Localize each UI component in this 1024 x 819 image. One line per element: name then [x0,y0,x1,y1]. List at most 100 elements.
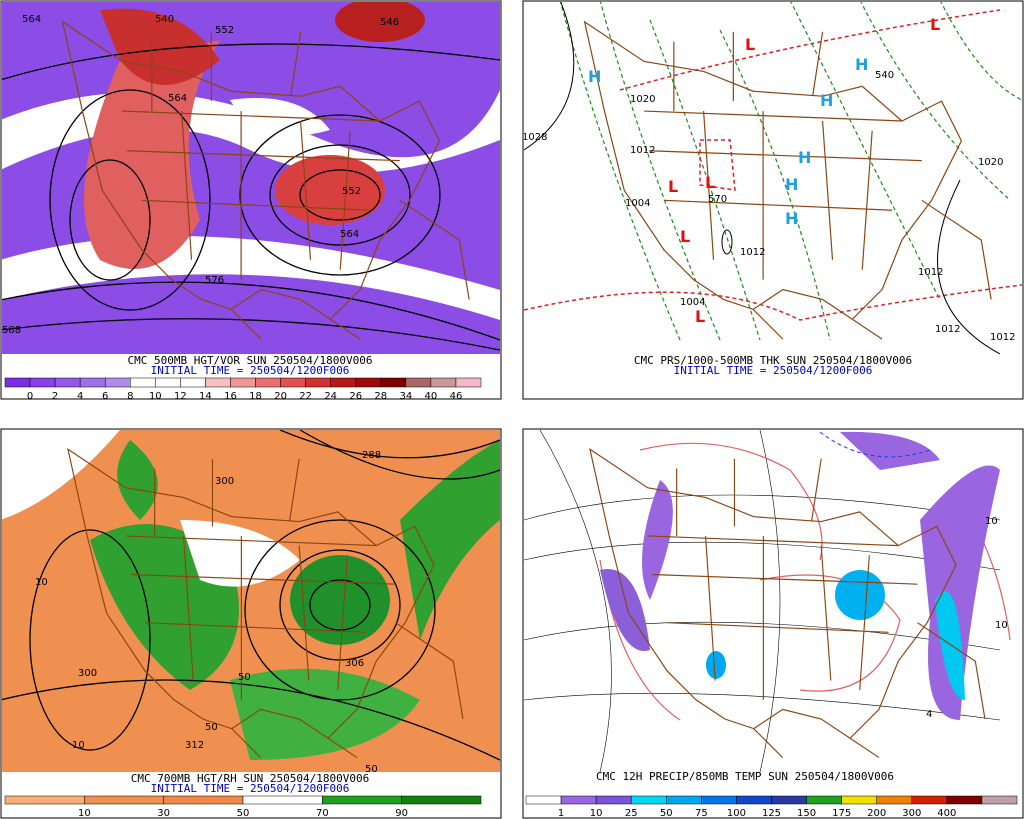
scale-label: 100 [727,808,746,819]
scale-label: 6 [102,391,108,402]
scale-label: 10 [149,391,162,402]
scale-label: 2 [52,391,58,402]
scale-swatch [401,795,482,805]
scale-swatch [946,795,983,805]
scale-swatch [242,795,323,805]
contour-label: 1012 [740,247,765,258]
scale-swatch [430,377,457,388]
contour-label: 570 [708,194,727,205]
scale-label: 25 [625,808,638,819]
panel-title: CMC PRS/1000-500MB THK SUN 250504/1800V0… [634,354,912,367]
color-scale: 0 2 4 6 8 10 12 14 16 18 20 22 24 26 28 34 40 46 [4,377,482,402]
contour-label: 540 [875,70,894,81]
low-marker: L [668,177,678,196]
contour-label: 540 [155,14,174,25]
panel-pressure: H H H H H H L L L L L L 1020 1028 1012 1… [522,0,1024,400]
scale-swatch [405,377,432,388]
scale-label: 28 [374,391,387,402]
scale-swatch [305,377,331,388]
scale-swatch [4,795,85,805]
scale-swatch [806,795,842,805]
scale-swatch [355,377,382,388]
high-marker: H [798,148,811,167]
contour-label: 564 [168,93,187,104]
scale-label: 34 [399,391,412,402]
panel-subtitle: INITIAL TIME = 250504/1200F006 [674,364,873,377]
contour-label: 50 [238,672,251,683]
contour-label: 1004 [625,198,650,209]
contour-label: 50 [365,764,378,775]
scale-swatch [841,795,877,805]
panel-frame [522,0,1024,400]
scale-label: 70 [316,808,329,819]
scale-label: 10 [590,808,603,819]
scale-swatch [455,377,482,388]
scale-label: 90 [395,808,408,819]
contour-label: 312 [185,740,204,751]
scale-label: 20 [274,391,287,402]
scale-swatch [322,795,402,805]
color-scale: 10 30 50 70 90 [4,795,482,819]
scale-label: 40 [425,391,438,402]
scale-label: 50 [237,808,250,819]
scale-swatch [380,377,407,388]
scale-swatch [4,377,31,388]
contour-label: 1020 [978,157,1003,168]
scale-swatch [911,795,948,805]
contour-label: 552 [215,25,234,36]
contour-label: 1012 [918,267,943,278]
contour-label: 564 [22,14,41,25]
high-marker: H [785,175,798,194]
contour-label: 4 [926,709,932,720]
contour-label: 10 [995,620,1008,631]
scale-swatch [255,377,281,388]
low-marker: L [705,173,715,192]
scale-swatch [79,377,106,388]
panel-title: CMC 500MB HGT/VOR SUN 250504/1800V006 [127,354,372,367]
scale-label: 8 [127,391,133,402]
low-marker: L [680,227,690,246]
scale-swatch [666,795,702,805]
scale-label: 12 [174,391,187,402]
low-marker: L [930,15,940,34]
scale-swatch [130,377,156,388]
scale-swatch [876,795,913,805]
panel-subtitle: INITIAL TIME = 250504/1200F006 [151,364,350,377]
scale-label: 4 [77,391,83,402]
map: 564 552 564 576 552 564 540 546 588 [2,2,500,354]
low-marker: L [745,35,755,54]
scale-swatch [230,377,256,388]
panel-title: CMC 12H PRECIP/850MB TEMP SUN 250504/180… [596,770,894,783]
panel-subtitle: INITIAL TIME = 250504/1200F006 [151,782,350,795]
contour-label: 564 [340,229,359,240]
contour-label: 10 [72,740,85,751]
scale-label: 125 [762,808,781,819]
contour-label: 1004 [680,297,705,308]
high-marker: H [785,209,798,228]
scale-swatch [560,795,597,805]
contour-label: 288 [362,450,381,461]
scale-label: 400 [937,808,956,819]
scale-label: 0 [27,391,33,402]
panel-title: CMC 700MB HGT/RH SUN 250504/1800V006 [131,772,369,785]
scale-swatch [29,377,56,388]
contour-label: 300 [78,668,97,679]
contour-label: 546 [380,17,399,28]
scale-label: 10 [78,808,91,819]
contour-label: 588 [2,325,21,336]
contour-label: 1012 [935,324,960,335]
color-scale: 1 10 25 50 75 100 125 150 175 200 300 400 [525,795,1018,819]
low-marker: L [695,307,705,326]
scale-label: 1 [558,808,564,819]
scale-label: 46 [450,391,463,402]
map: 10 300 10 312 50 50 306 288 300 50 [2,430,500,775]
scale-swatch [280,377,306,388]
contour-label: 1012 [990,332,1015,343]
scale-label: 26 [349,391,362,402]
contour-label: 552 [342,186,361,197]
high-marker: H [820,91,833,110]
high-marker: H [588,67,601,86]
scale-swatch [736,795,772,805]
contour-label: 1028 [522,132,547,143]
